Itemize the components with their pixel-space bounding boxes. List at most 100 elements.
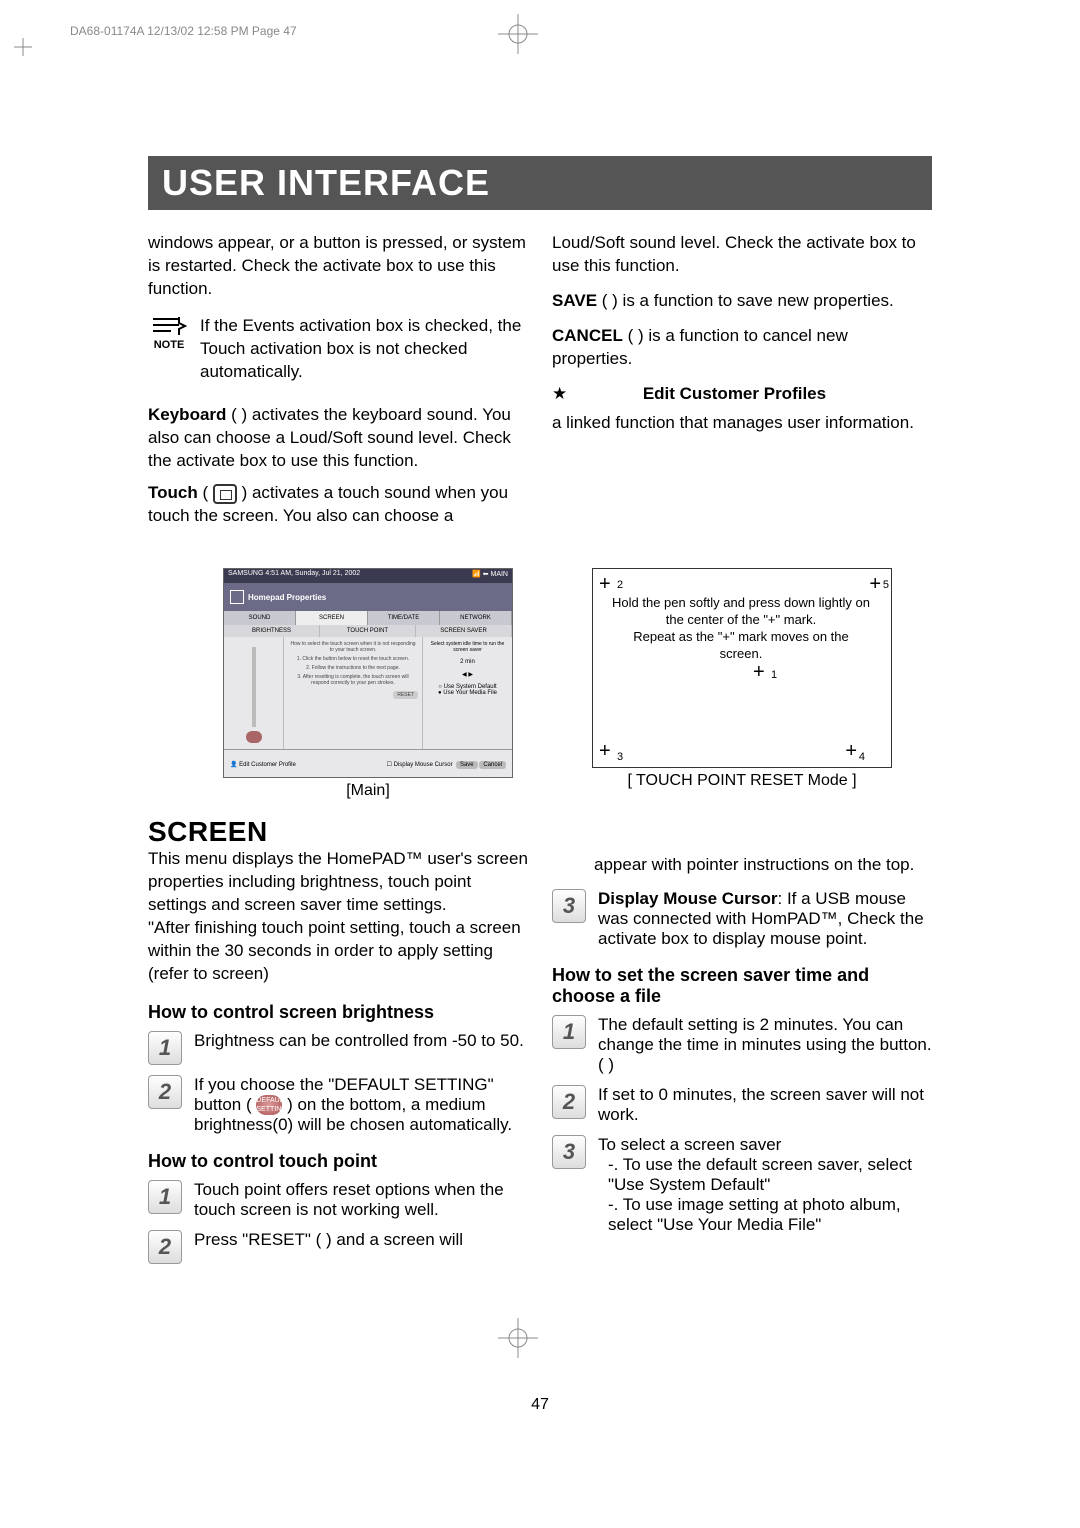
mock-sub: BRIGHTNESS — [224, 625, 320, 637]
step: 2 If set to 0 minutes, the screen saver … — [552, 1085, 932, 1125]
plus-icon: + — [599, 573, 611, 596]
touch-figure: + 2 + 5 Hold the pen softly and press do… — [552, 568, 932, 790]
step-text: If you choose the "DEFAULT SETTING" butt… — [194, 1075, 528, 1136]
mock-slider — [224, 637, 284, 749]
mock-mid-t: 1. Click the button below to reset the t… — [288, 656, 418, 662]
step-text: To select a screen saver -. To use the d… — [598, 1135, 932, 1235]
reset-btn-mock: RESET — [393, 691, 418, 699]
step-text: Touch point offers reset options when th… — [194, 1180, 528, 1220]
cancel-label: CANCEL — [552, 326, 623, 345]
step-num-1-icon: 1 — [148, 1031, 182, 1065]
mock-tab: TIME/DATE — [368, 611, 440, 625]
edit-profiles-heading: Edit Customer Profiles — [643, 384, 826, 403]
printers-header: DA68-01174A 12/13/02 12:58 PM Page 47 — [70, 24, 297, 38]
para-touch: Touch ( ) activates a touch sound when y… — [148, 482, 528, 528]
upper-columns: windows appear, or a button is pressed, … — [148, 232, 932, 534]
note-label: NOTE — [154, 339, 185, 351]
default-setting-icon: DEFAULTSETTING — [256, 1095, 282, 1115]
figures-row: SAMSUNG 4:51 AM, Sunday, Jul 21, 2002 📶 ⬅… — [148, 548, 932, 806]
step: 3 To select a screen saver -. To use the… — [552, 1135, 932, 1235]
saver-heading: How to set the screen saver time and cho… — [552, 965, 932, 1007]
mock-sub: SCREEN SAVER — [416, 625, 512, 637]
step-num-1-icon: 1 — [552, 1015, 586, 1049]
para-keyboard: Keyboard ( ) activates the keyboard soun… — [148, 404, 528, 473]
display-mouse-label: Display Mouse Cursor — [598, 889, 778, 908]
note-block: NOTE If the Events activation box is che… — [148, 315, 528, 390]
plus-icon: + — [869, 573, 881, 596]
mock-tabs: SOUND SCREEN TIME/DATE NETWORK — [224, 611, 512, 625]
prop-icon — [230, 590, 244, 604]
mock-mid-t: 2. Follow the instructions to the next p… — [288, 665, 418, 671]
para: windows appear, or a button is pressed, … — [148, 232, 528, 301]
mock-tab: NETWORK — [440, 611, 512, 625]
step-num-2-icon: 2 — [148, 1230, 182, 1264]
step-text: Brightness can be controlled from -50 to… — [194, 1031, 528, 1051]
para-edit-profiles: ★ Edit Customer Profiles — [552, 383, 932, 406]
step-text: If set to 0 minutes, the screen saver wi… — [598, 1085, 932, 1125]
step: 1 Touch point offers reset options when … — [148, 1180, 528, 1220]
mouse-text: Display Mouse Cursor — [394, 762, 453, 768]
save-label: SAVE — [552, 291, 597, 310]
step-text: Display Mouse Cursor: If a USB mouse was… — [598, 889, 932, 949]
upper-left-col: windows appear, or a button is pressed, … — [148, 232, 528, 534]
mock-tab: SOUND — [224, 611, 296, 625]
plus-label: 1 — [771, 669, 777, 681]
s3b: -. To use the default screen saver, sele… — [608, 1155, 932, 1195]
main-caption: [Main] — [208, 782, 528, 800]
mock-hdr: SAMSUNG 4:51 AM, Sunday, Jul 21, 2002 — [228, 570, 360, 582]
mock-mid-t: How to select the touch screen when it i… — [288, 641, 418, 653]
upper-right-col: Loud/Soft sound level. Check the activat… — [552, 232, 932, 534]
note-text: If the Events activation box is checked,… — [200, 315, 528, 384]
mock-mid: How to select the touch screen when it i… — [284, 637, 422, 749]
plus-label: 3 — [617, 751, 623, 763]
mock-subtabs: BRIGHTNESS TOUCH POINT SCREEN SAVER — [224, 625, 512, 637]
step-num-1-icon: 1 — [148, 1180, 182, 1214]
right-intro: appear with pointer instructions on the … — [594, 854, 932, 877]
plus-icon: + — [845, 740, 857, 763]
crop-mark-bottom — [498, 1318, 538, 1358]
prop-title: Homepad Properties — [248, 593, 326, 602]
plus-label: 5 — [883, 579, 889, 591]
mock-r-t: Select system idle time to run the scree… — [427, 641, 508, 653]
mock-tab-active: SCREEN — [296, 611, 368, 625]
save-text: ( ) is a function to save new properties… — [602, 291, 894, 310]
star-icon: ★ — [552, 384, 567, 403]
mock-mid-t: 3. After resetting is complete, the touc… — [288, 674, 418, 686]
step-num-3-icon: 3 — [552, 889, 586, 923]
page-number: 47 — [148, 1396, 932, 1414]
plus-label: 4 — [859, 751, 865, 763]
fig-left: SAMSUNG 4:51 AM, Sunday, Jul 21, 2002 📶 ⬅… — [148, 548, 528, 806]
touchpoint-heading: How to control touch point — [148, 1151, 528, 1172]
two-min: 2 min — [427, 659, 508, 665]
lower-right-col: appear with pointer instructions on the … — [552, 848, 932, 1274]
edit-profiles-text: a linked function that manages user info… — [552, 412, 932, 435]
step: 2 Press "RESET" ( ) and a screen will — [148, 1230, 528, 1264]
opt: ● Use Your Media File — [427, 690, 508, 696]
s3c: -. To use image setting at photo album, … — [608, 1195, 932, 1235]
touch-label: Touch — [148, 483, 198, 502]
fig-right: + 2 + 5 Hold the pen softly and press do… — [552, 548, 932, 806]
step: 3 Display Mouse Cursor: If a USB mouse w… — [552, 889, 932, 949]
crop-mark-top — [498, 14, 538, 54]
default-btn-icon — [246, 731, 262, 743]
lower-columns: This menu displays the HomePAD™ user's s… — [148, 848, 932, 1274]
ft-text: Edit Customer Profile — [239, 762, 296, 768]
screen-heading: SCREEN — [148, 816, 932, 848]
s3a: To select a screen saver — [598, 1135, 781, 1154]
mock-right: Select system idle time to run the scree… — [422, 637, 512, 749]
step: 1 Brightness can be controlled from -50 … — [148, 1031, 528, 1065]
mock-footer: 👤 Edit Customer Profile ☐ Display Mouse … — [224, 749, 512, 779]
para-cancel: CANCEL ( ) is a function to cancel new p… — [552, 325, 932, 371]
mock-sub: TOUCH POINT — [320, 625, 416, 637]
touch-reset-mock: + 2 + 5 Hold the pen softly and press do… — [592, 568, 892, 768]
touch-screen-icon — [213, 484, 237, 504]
page-content: USER INTERFACE windows appear, or a butt… — [148, 156, 932, 1274]
mock-hdr-r: 📶 ⬅ MAIN — [472, 570, 508, 582]
ui-screenshot-mock: SAMSUNG 4:51 AM, Sunday, Jul 21, 2002 📶 ⬅… — [223, 568, 513, 778]
plus-icon: + — [753, 661, 765, 684]
para: Loud/Soft sound level. Check the activat… — [552, 232, 932, 278]
mock-body: How to select the touch screen when it i… — [224, 637, 512, 749]
main-figure: SAMSUNG 4:51 AM, Sunday, Jul 21, 2002 📶 ⬅… — [208, 568, 528, 800]
touch-t1: ( — [198, 483, 213, 502]
arrows: ◀ ▶ — [427, 671, 508, 678]
